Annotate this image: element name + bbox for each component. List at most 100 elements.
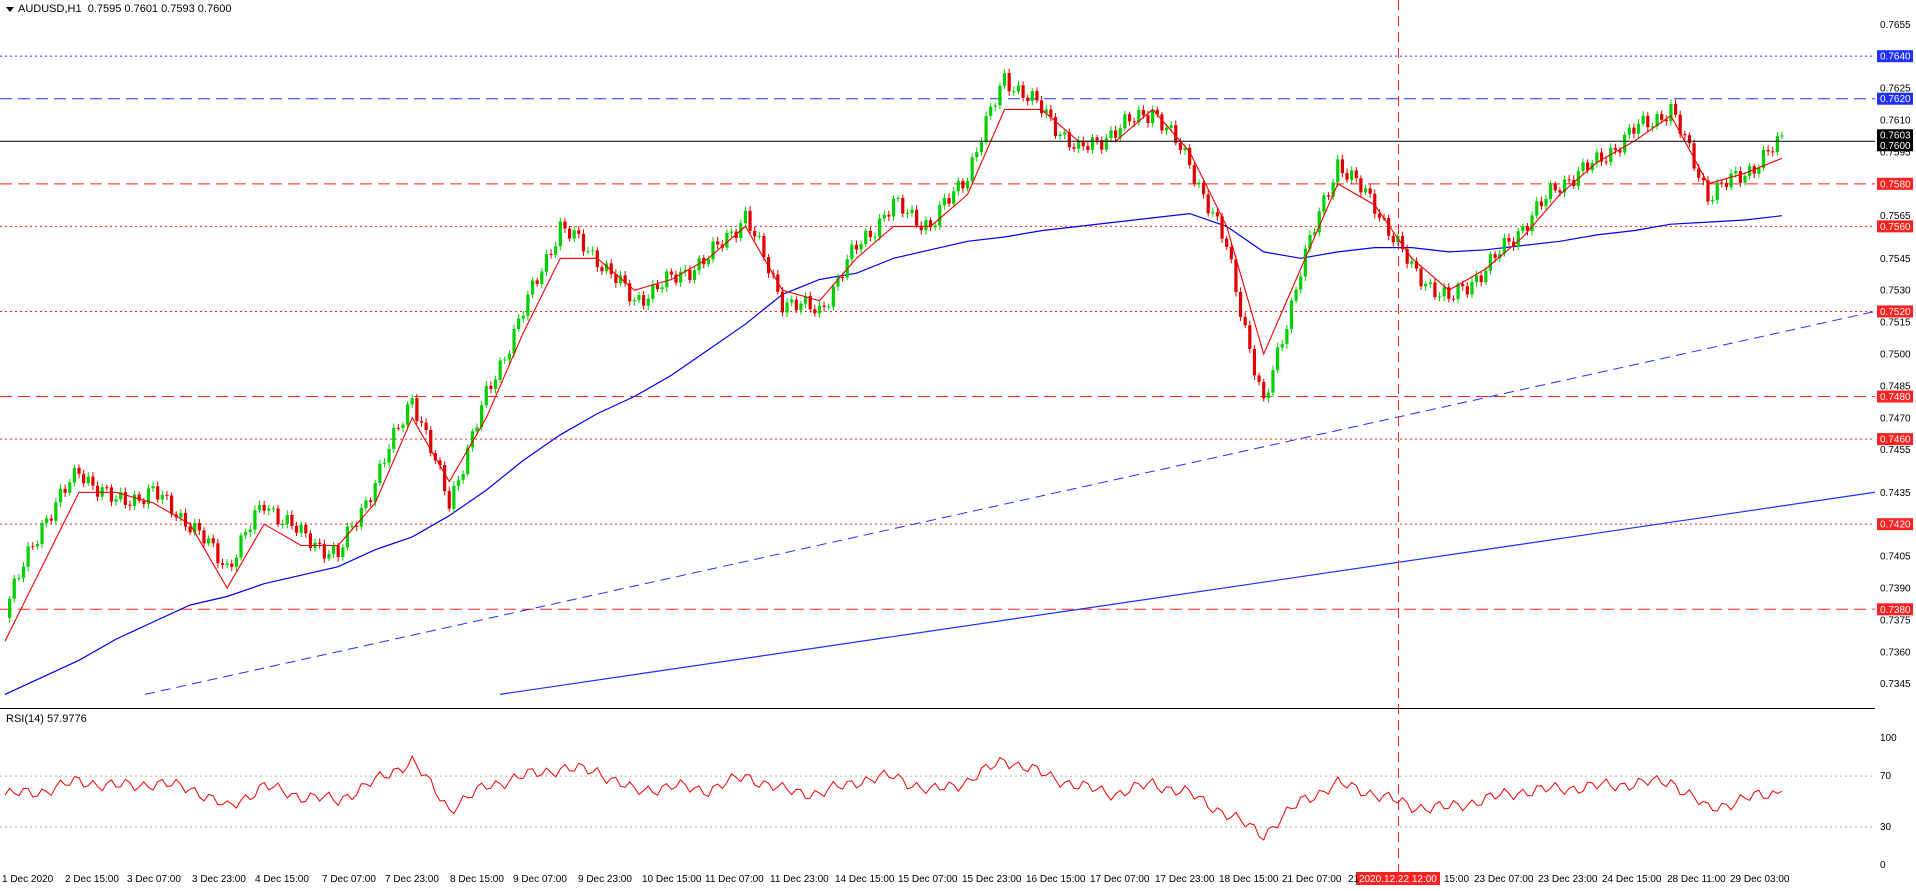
candle-body — [1567, 179, 1571, 181]
candle — [961, 178, 965, 193]
candle — [1424, 281, 1428, 291]
bid-tag — [1877, 139, 1913, 152]
candle — [1188, 144, 1192, 169]
candle — [586, 246, 590, 255]
candle — [415, 393, 419, 425]
candle-body — [822, 305, 826, 307]
candle — [854, 240, 859, 255]
candle-body — [799, 303, 803, 311]
candle-body — [674, 274, 678, 283]
candle-body — [1012, 91, 1016, 93]
candle — [1095, 134, 1099, 145]
candle — [327, 549, 331, 562]
candle-body — [308, 533, 313, 549]
candle — [924, 216, 928, 235]
candle — [1252, 345, 1257, 381]
candle-body — [359, 507, 363, 527]
candle — [86, 472, 90, 487]
candle-body — [1613, 147, 1618, 150]
candle-body — [299, 524, 303, 533]
candle-body — [225, 563, 229, 565]
candle-body — [651, 284, 655, 299]
candle-body — [244, 532, 248, 536]
candle-body — [827, 306, 831, 308]
candle — [1618, 146, 1622, 157]
candle-body — [984, 116, 988, 143]
candle-body — [840, 277, 845, 279]
candle — [45, 515, 49, 528]
candle-body — [1123, 114, 1127, 129]
candle-body — [609, 263, 613, 275]
candle — [725, 229, 729, 251]
candle — [452, 481, 456, 513]
candle-body — [114, 499, 118, 502]
candle — [1100, 136, 1104, 154]
candle — [1238, 287, 1243, 321]
candle — [40, 520, 44, 549]
collapse-triangle-icon[interactable] — [6, 6, 14, 12]
candle-body — [1002, 73, 1007, 86]
candle-body — [1720, 182, 1724, 184]
candle-body — [63, 488, 67, 493]
candle-body — [285, 514, 289, 524]
candle-body — [396, 427, 400, 429]
candle — [331, 542, 336, 559]
candle — [197, 518, 201, 536]
candle-body — [1405, 249, 1409, 264]
candle — [1109, 125, 1113, 143]
candle-body — [1738, 171, 1742, 183]
candle — [119, 487, 123, 503]
candle-body — [753, 230, 757, 237]
candle-body — [540, 271, 544, 284]
candle — [1063, 129, 1067, 140]
candle-body — [1289, 300, 1294, 329]
candle-body — [406, 404, 410, 425]
trend-line-solid — [499, 491, 1876, 695]
candle-body — [965, 180, 970, 189]
candle — [1201, 178, 1206, 199]
candle-body — [1419, 268, 1423, 287]
candle-body — [1280, 344, 1284, 348]
candle — [142, 497, 146, 509]
ohlc-values: 0.7595 0.7601 0.7593 0.7600 — [87, 3, 232, 15]
candle — [1414, 257, 1419, 272]
candle — [660, 283, 664, 294]
candle-body — [336, 545, 340, 557]
candle — [604, 259, 609, 275]
candle-body — [31, 546, 35, 548]
candle — [493, 375, 498, 394]
candle-body — [623, 275, 627, 284]
candle — [1539, 196, 1543, 210]
candle-body — [109, 487, 114, 502]
candle — [947, 193, 951, 207]
price-axis-tick: 0.7530 — [1880, 286, 1911, 297]
candle — [1368, 184, 1372, 198]
candle-body — [1086, 146, 1090, 150]
candle-body — [554, 246, 558, 255]
candle — [410, 394, 414, 409]
candle — [780, 287, 785, 317]
time-axis-label: 3 Dec 07:00 — [127, 874, 181, 885]
price-axis-tick: 0.7545 — [1880, 254, 1911, 265]
candle — [216, 538, 220, 568]
candle — [1285, 325, 1289, 349]
candle-body — [975, 151, 979, 158]
candle-body — [748, 210, 752, 231]
candle-body — [304, 524, 308, 534]
candle — [669, 268, 673, 279]
candle-body — [947, 197, 951, 204]
candle-body — [563, 221, 567, 229]
candle-body — [1743, 175, 1747, 183]
candle-body — [1044, 109, 1048, 114]
candle-body — [318, 542, 322, 545]
crosshair-time-label: 2020.12.22 12:00 — [1359, 874, 1437, 885]
candle-body — [410, 398, 414, 405]
candle-body — [567, 228, 572, 239]
rsi-axis-label: 100 — [1880, 733, 1897, 744]
candle — [128, 500, 132, 511]
candle — [1516, 227, 1520, 250]
candle — [146, 484, 151, 509]
candle-body — [1303, 248, 1307, 277]
